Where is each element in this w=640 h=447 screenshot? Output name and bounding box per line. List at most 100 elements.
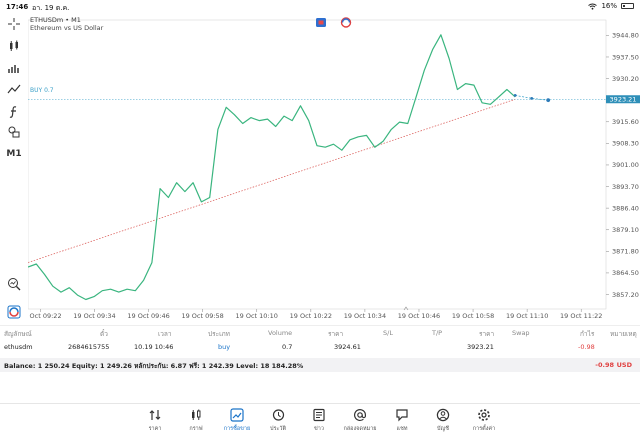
row-symbol: ethusdm: [4, 343, 33, 351]
zoom-button[interactable]: [4, 276, 24, 292]
x-tick-label: 19 Oct 09:58: [181, 312, 223, 320]
nav-mailbox[interactable]: กล่องจดหมาย: [342, 408, 378, 433]
indicators-button[interactable]: [4, 60, 24, 76]
nav-news[interactable]: ข่าว: [301, 408, 337, 433]
zoom-icon: [8, 278, 21, 291]
col-volume: Volume: [268, 329, 293, 337]
row-type: buy: [218, 343, 231, 351]
y-tick-label: 3864.50: [612, 269, 639, 277]
wifi-icon: [588, 3, 598, 10]
nav-history[interactable]: ประวัติ: [260, 408, 296, 433]
status-time: 17:46: [6, 3, 29, 11]
nav-trade[interactable]: การซื้อขาย: [219, 408, 255, 433]
position-row[interactable]: ethusdm 2684615755 10.19 10:46 buy 0.7 3…: [0, 340, 640, 358]
row-current-price: 3923.21: [467, 343, 494, 351]
mail-icon: [354, 409, 366, 421]
bars-icon: [8, 65, 19, 73]
status-right: 16%: [588, 2, 634, 10]
col-type: ประเภท: [208, 330, 230, 338]
col-price: ราคา: [328, 330, 344, 338]
col-symbol: สัญลักษณ์: [4, 330, 32, 338]
chat-icon: [396, 409, 408, 422]
settings-icon: [478, 409, 490, 421]
x-tick-label: 19 Oct 10:34: [344, 312, 386, 320]
candles-icon: [192, 409, 201, 420]
battery-icon: [621, 3, 634, 9]
crosshair-tool-button[interactable]: [4, 16, 24, 32]
col-profit: กำไร: [580, 330, 595, 338]
row-time: 10.19 10:46: [134, 343, 174, 351]
market-watch-icon-inner: [318, 20, 324, 25]
x-tick-label: 19 Oct 10:22: [290, 312, 332, 320]
x-tick-label: 19 Oct 09:46: [127, 312, 169, 320]
x-tick-label: 19 Oct 09:22: [28, 312, 62, 320]
chart-type-button[interactable]: [4, 38, 24, 54]
x-tick-label: 19 Oct 10:10: [236, 312, 278, 320]
buy-position-label[interactable]: BUY 0.7: [30, 87, 54, 94]
col-tp: T/P: [432, 329, 443, 337]
account-icon: [436, 408, 450, 422]
scroll-marker-icon: [403, 306, 409, 311]
objects-button[interactable]: [4, 82, 24, 98]
y-tick-label: 3857.20: [612, 291, 639, 299]
x-tick-label: 19 Oct 10:58: [452, 312, 494, 320]
nav-chat[interactable]: แชท: [384, 408, 420, 433]
objects-icon: [7, 84, 21, 94]
x-tick-label: 19 Oct 10:46: [398, 312, 440, 320]
x-tick-label: 19 Oct 11:22: [560, 312, 602, 320]
positions-table-header: สัญลักษณ์ ตั๋ว เวลา ประเภท Volume ราคา S…: [0, 325, 640, 339]
y-tick-label: 3886.40: [612, 204, 639, 212]
col-current-price: ราคา: [479, 330, 495, 338]
nav-quotes[interactable]: ราคา: [137, 408, 173, 433]
shapes-icon: [8, 126, 20, 138]
crosshair-icon: [8, 18, 20, 30]
timeframe-button[interactable]: M1: [6, 149, 22, 159]
col-time: เวลา: [158, 330, 172, 338]
tick-point: [546, 98, 551, 103]
one-click-panel-icon: [340, 17, 352, 28]
one-click-trading-button[interactable]: [4, 304, 24, 320]
y-tick-label: 3937.50: [612, 53, 639, 61]
nav-account[interactable]: บัญชี: [425, 408, 461, 433]
account-currency: USD: [616, 361, 632, 369]
bottom-navigation: ราคา กราฟ การซื้อขาย ประวัติ ข่าว กล่องจ…: [0, 403, 640, 447]
shapes-button[interactable]: [4, 124, 24, 140]
y-tick-label: 3908.30: [612, 140, 639, 148]
y-tick-label: 3944.80: [612, 32, 639, 40]
one-click-icon: [7, 305, 21, 319]
history-icon: [272, 409, 285, 421]
y-tick-label: 3930.20: [612, 75, 639, 83]
nav-settings[interactable]: การตั้งค่า: [466, 408, 502, 433]
price-chart[interactable]: 3944.803937.503930.203922.903915.603908.…: [28, 14, 640, 325]
news-icon: [313, 408, 325, 422]
col-ticket: ตั๋ว: [100, 330, 108, 338]
quotes-icon: [149, 410, 161, 420]
y-tick-label: 3893.70: [612, 183, 639, 191]
row-ticket: 2684615755: [68, 343, 110, 351]
row-profit: -0.98: [578, 343, 595, 351]
col-sl: S/L: [383, 329, 393, 337]
price-series-line: [28, 34, 516, 301]
balance-text: Balance: 1 250.24 Equity: 1 249.26 หลักป…: [4, 362, 304, 370]
chart-toolbar: M1: [0, 14, 28, 324]
function-button[interactable]: [4, 104, 24, 120]
y-tick-label: 3871.80: [612, 248, 639, 256]
row-volume: 0.7: [282, 343, 293, 351]
row-price: 3924.61: [334, 343, 361, 351]
battery-percent: 16%: [601, 2, 617, 10]
chart-symbol: ETHUSDm • M1: [30, 16, 81, 24]
col-swap: Swap: [512, 329, 530, 337]
tick-point: [513, 94, 517, 97]
one-click-panel-icon-top: [341, 18, 351, 23]
current-price-tag: [606, 95, 640, 104]
current-price-label: 3923.21: [610, 96, 637, 104]
chart-canvas[interactable]: 3944.803937.503930.203922.903915.603908.…: [28, 14, 640, 325]
chart-subtitle: Ethereum vs US Dollar: [30, 24, 104, 32]
nav-charts[interactable]: กราฟ: [178, 408, 214, 433]
plot-frame: [28, 19, 607, 310]
trend-line: [28, 98, 516, 263]
col-comment: หมายเหตุ: [610, 330, 637, 338]
trade-icon: [230, 408, 244, 422]
function-icon: [9, 106, 17, 118]
y-tick-label: 3901.00: [612, 161, 639, 169]
